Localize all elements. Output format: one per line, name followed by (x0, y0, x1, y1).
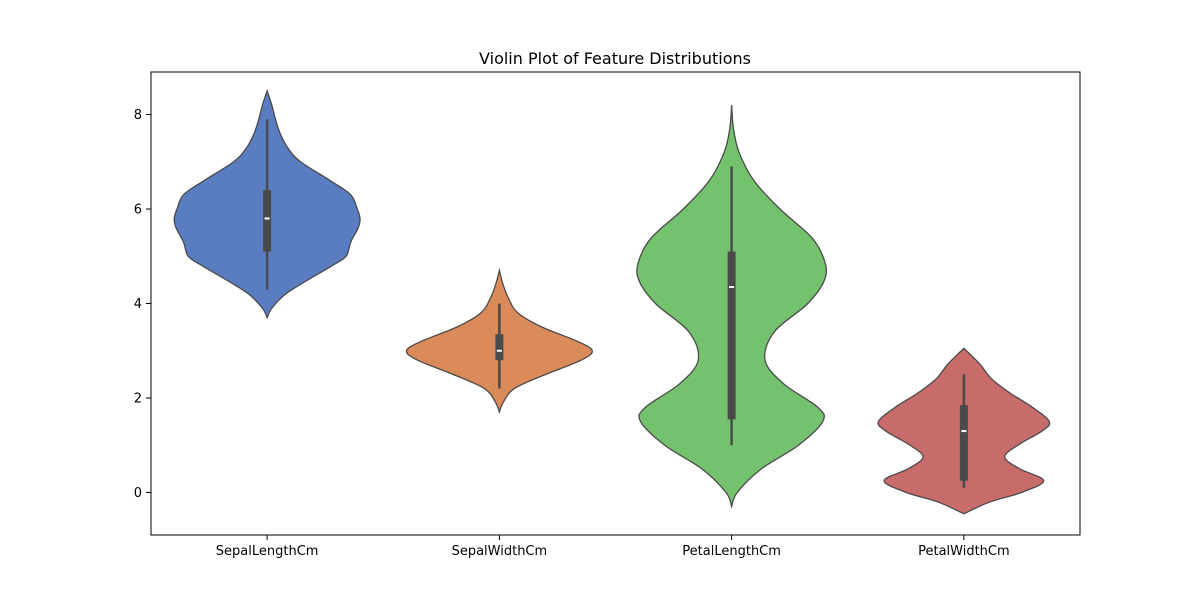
chart-title: Violin Plot of Feature Distributions (479, 49, 751, 68)
violin-iqr-box-PetalWidthCm (959, 405, 968, 481)
violin-PetalWidthCm (877, 347, 1051, 515)
violin-iqr-box-SepalLengthCm (263, 190, 272, 252)
violin-iqr-box-PetalLengthCm (727, 251, 736, 420)
x-tick-label: PetalWidthCm (918, 544, 1010, 559)
x-tick-label: PetalLengthCm (682, 544, 781, 559)
x-tick-label: SepalLengthCm (216, 544, 319, 559)
y-tick-label: 2 (134, 391, 142, 406)
violin-SepalWidthCm (405, 267, 593, 414)
y-tick-label: 8 (134, 108, 142, 123)
y-tick-label: 4 (134, 297, 142, 312)
y-tick-label: 0 (134, 486, 142, 501)
y-axis: 0 2 4 6 8 (134, 108, 151, 501)
violins-group (173, 88, 1051, 515)
violin-iqr-box-SepalWidthCm (495, 334, 504, 361)
y-tick-label: 6 (134, 203, 142, 218)
violin-SepalLengthCm (173, 88, 361, 320)
violin-PetalLengthCm (636, 105, 828, 509)
x-axis: SepalLengthCm SepalWidthCm PetalLengthCm Pe… (216, 535, 1010, 559)
x-tick-label: SepalWidthCm (452, 544, 548, 559)
